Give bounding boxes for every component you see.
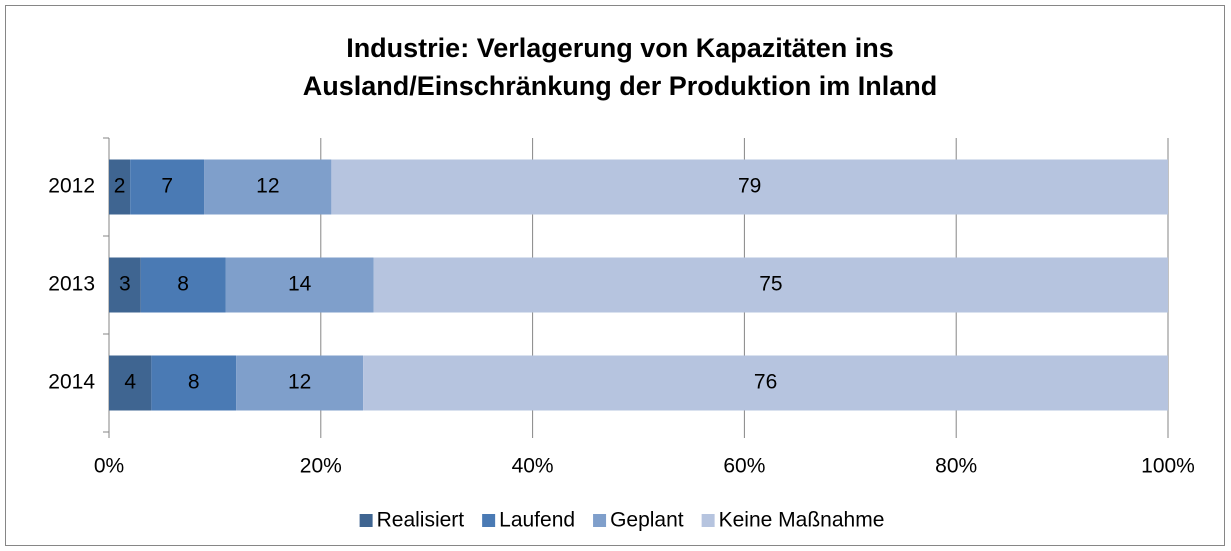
bar-segment	[225, 257, 374, 313]
data-label: 4	[124, 371, 136, 394]
legend-swatch	[359, 514, 373, 527]
legend-swatch	[701, 514, 715, 527]
data-label: 79	[738, 175, 761, 198]
data-label: 7	[161, 175, 173, 198]
y-tick-label: 2012	[48, 175, 95, 198]
bar-segment	[373, 257, 1168, 313]
data-label: 8	[177, 273, 189, 296]
x-tick-label: 60%	[723, 455, 765, 478]
chart-title: Industrie: Verlagerung von Kapazitäten i…	[346, 33, 894, 63]
y-tick-label: 2014	[48, 371, 95, 394]
bar-segment	[236, 355, 364, 411]
data-label: 75	[759, 273, 782, 296]
bar-segment	[140, 257, 226, 313]
y-tick-label: 2013	[48, 273, 95, 296]
data-label: 14	[288, 273, 312, 296]
legend-swatch	[593, 514, 607, 527]
bar-segment	[204, 159, 332, 215]
legend-label: Laufend	[499, 509, 575, 532]
bar-segment	[151, 355, 237, 411]
x-tick-label: 100%	[1141, 455, 1195, 478]
data-label: 76	[754, 371, 777, 394]
x-tick-label: 0%	[94, 455, 124, 478]
bar-segment	[363, 355, 1168, 411]
legend-label: Geplant	[610, 509, 684, 532]
chart-title: Ausland/Einschränkung der Produktion im …	[303, 71, 938, 101]
data-label: 8	[188, 371, 200, 394]
data-label: 12	[256, 175, 279, 198]
data-label: 2	[114, 175, 126, 198]
legend-swatch	[482, 514, 496, 527]
x-tick-label: 40%	[512, 455, 554, 478]
bar-segment	[109, 257, 141, 313]
legend-label: Keine Maßnahme	[719, 509, 885, 532]
bar-segment	[109, 355, 152, 411]
bar-segment	[331, 159, 1168, 215]
bar-segment	[109, 159, 131, 215]
x-tick-label: 80%	[935, 455, 977, 478]
data-label: 12	[288, 371, 311, 394]
x-tick-label: 20%	[300, 455, 342, 478]
data-label: 3	[119, 273, 131, 296]
bar-segment	[130, 159, 205, 215]
legend-label: Realisiert	[377, 509, 465, 532]
